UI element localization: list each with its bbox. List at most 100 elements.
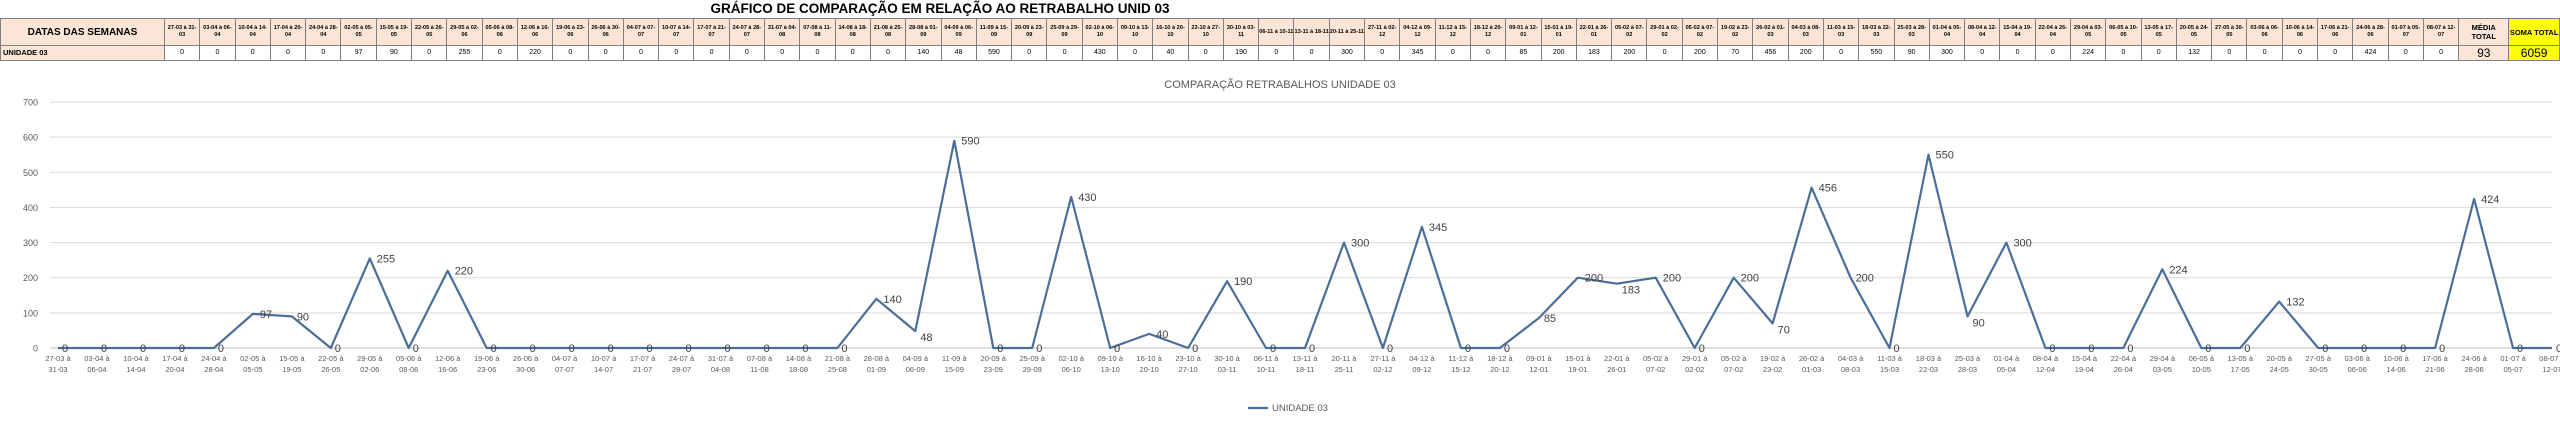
period-header: 13-11 à 18-11 (1293, 18, 1330, 46)
x-tick-label: 18-12 à 20-12 (1487, 354, 1513, 374)
data-label: 85 (1544, 313, 1556, 325)
x-tick-label: 03-04 à 06-04 (84, 354, 110, 374)
table-cell: 224 (2069, 45, 2107, 61)
x-tick-label: 21-08 à 25-08 (825, 354, 851, 374)
soma-header: SOMA TOTAL (2508, 18, 2560, 46)
x-tick-label: 27-03 à 31-03 (45, 354, 71, 374)
table-cell: 0 (799, 45, 836, 61)
table-cell: 200 (1540, 45, 1577, 61)
y-tick-label: 0 (33, 344, 38, 354)
table-cell: 190 (1222, 45, 1260, 61)
period-header: 01-07 à 05-07 (2387, 18, 2424, 46)
period-header: 20-11 à 25-11 (1328, 18, 1366, 46)
data-label: 456 (1819, 183, 1837, 195)
period-header: 09-01 à 12-01 (1505, 18, 1542, 46)
table-cell: 0 (1293, 45, 1330, 61)
data-label: 0 (179, 343, 185, 355)
period-header: 03-04 à 06-04 (199, 18, 236, 46)
x-tick-label: 19-06 à 23-06 (474, 354, 500, 374)
period-header: 04-09 à 06-09 (940, 18, 977, 46)
period-header: 11-09 à 15-09 (975, 18, 1013, 46)
data-label: 0 (62, 343, 68, 355)
table-cell: 300 (1328, 45, 1366, 61)
period-header: 25-09 à 29-09 (1046, 18, 1083, 46)
row-label: UNIDADE 03 (0, 45, 165, 61)
x-tick-label: 09-10 à 13-10 (1097, 354, 1123, 374)
period-header: 09-10 à 13-10 (1116, 18, 1154, 46)
period-header: 10-07 à 14-07 (658, 18, 695, 46)
period-header: 19-06 à 23-06 (552, 18, 589, 46)
period-header: 22-01 à 26-01 (1575, 18, 1613, 46)
y-tick-label: 700 (23, 98, 38, 108)
weekly-data-table: DATAS DAS SEMANAS 27-03 à 31-03 03-04 à 0… (0, 18, 2560, 61)
table-cell: 0 (1258, 45, 1295, 61)
table-cell: 550 (1858, 45, 1895, 61)
x-tick-label: 06-05 à 10-05 (2189, 354, 2215, 374)
period-header: 06-11 à 10-11 (1258, 18, 1295, 46)
x-tick-label: 10-07 à 14-07 (591, 354, 617, 374)
x-tick-label: 07-08 à 11-08 (747, 354, 773, 374)
x-tick-label: 13-11 à 18-11 (1293, 354, 1319, 374)
data-label: 183 (1622, 285, 1640, 297)
data-label: 590 (961, 136, 979, 148)
table-cell: 0 (764, 45, 801, 61)
data-label: 0 (491, 343, 497, 355)
period-header: 02-10 à 06-10 (1081, 18, 1118, 46)
table-cell: 0 (1011, 45, 1048, 61)
period-header: 05-02 à 07-02 (1611, 18, 1648, 46)
table-cell: 0 (1469, 45, 1507, 61)
period-header: 07-08 à 11-08 (799, 18, 836, 46)
data-label: 0 (841, 343, 847, 355)
x-tick-label: 30-10 à 03-11 (1214, 354, 1240, 374)
x-tick-label: 20-05 à 24-05 (2267, 354, 2293, 374)
period-header: 10-04 à 14-04 (234, 18, 271, 46)
data-label: 0 (1192, 343, 1198, 355)
period-header: 26-02 à 01-03 (1752, 18, 1789, 46)
x-tick-label: 05-02 à 07-02 (1643, 354, 1669, 374)
table-row: UNIDADE 03 0 0 0 0 0 97 90 0 255 0 220 0 0 0 0 0 0 0 0 0 0 14… (0, 45, 2560, 61)
data-label: 0 (2322, 343, 2328, 355)
x-tick-label: 03-06 à 06-06 (2344, 354, 2370, 374)
period-header: 02-05 à 05-05 (340, 18, 377, 46)
data-label: 0 (2127, 343, 2133, 355)
data-label: 200 (1856, 273, 1874, 285)
chart-title: COMPARAÇÃO RETRABALHOS UNIDADE 03 (1164, 78, 1395, 91)
period-header: 11-03 à 15-03 (1822, 18, 1860, 46)
period-header: 25-03 à 28-03 (1893, 18, 1930, 46)
header-label: DATAS DAS SEMANAS (0, 18, 165, 46)
x-tick-label: 14-08 à 18-08 (786, 354, 812, 374)
x-tick-label: 22-04 à 26-04 (2111, 354, 2137, 374)
table-cell: 0 (1116, 45, 1154, 61)
x-tick-label: 17-04 à 20-04 (162, 354, 188, 374)
x-tick-label: 11-12 à 15-12 (1448, 354, 1474, 374)
media-header: MÉDIA TOTAL (2458, 18, 2510, 46)
table-cell: 590 (975, 45, 1013, 61)
table-cell: 140 (905, 45, 942, 61)
y-tick-label: 600 (23, 133, 38, 143)
table-cell: 200 (1611, 45, 1648, 61)
period-header: 03-06 à 06-06 (2246, 18, 2283, 46)
period-header: 10-06 à 14-06 (2281, 18, 2319, 46)
period-header: 20-09 à 23-09 (1011, 18, 1048, 46)
period-header: 27-05 à 30-05 (2211, 18, 2248, 46)
table-cell: 255 (446, 45, 483, 61)
data-label: 220 (455, 266, 473, 278)
data-label: 300 (2013, 238, 2031, 250)
data-label: 0 (802, 343, 808, 355)
period-header: 17-04 à 20-04 (269, 18, 307, 46)
x-tick-label: 02-05 à 05-05 (240, 354, 266, 374)
data-label: 0 (647, 343, 653, 355)
data-label: 0 (2205, 343, 2211, 355)
table-cell: 132 (2175, 45, 2213, 61)
period-header: 24-06 à 28-06 (2352, 18, 2389, 46)
data-label: 0 (1699, 343, 1705, 355)
data-label: 0 (1309, 343, 1315, 355)
media-total-value: 93 (2458, 45, 2510, 61)
period-header: 15-01 à 19-01 (1540, 18, 1577, 46)
period-header: 15-05 à 19-05 (375, 18, 413, 46)
data-label: 0 (2517, 343, 2523, 355)
period-header: 28-08 à 01-09 (905, 18, 942, 46)
data-label: 0 (2361, 343, 2367, 355)
period-header: 04-03 à 08-03 (1787, 18, 1824, 46)
period-header: 24-04 à 28-04 (305, 18, 342, 46)
